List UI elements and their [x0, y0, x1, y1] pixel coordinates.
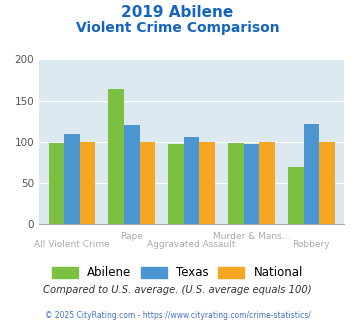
Text: Violent Crime Comparison: Violent Crime Comparison	[76, 21, 279, 35]
Text: Aggravated Assault: Aggravated Assault	[147, 240, 236, 249]
Bar	[228, 143, 244, 224]
Bar	[168, 145, 184, 224]
Text: Compared to U.S. average. (U.S. average equals 100): Compared to U.S. average. (U.S. average …	[43, 285, 312, 295]
Bar	[244, 144, 260, 224]
Bar	[124, 125, 140, 224]
Bar	[260, 142, 275, 224]
Bar	[200, 142, 215, 224]
Bar	[304, 124, 319, 224]
Bar	[64, 134, 80, 224]
Text: All Violent Crime: All Violent Crime	[34, 240, 110, 249]
Bar	[288, 168, 304, 224]
Text: Rape: Rape	[120, 232, 143, 241]
Legend: Abilene, Texas, National: Abilene, Texas, National	[47, 262, 308, 284]
Bar	[80, 142, 95, 224]
Text: © 2025 CityRating.com - https://www.cityrating.com/crime-statistics/: © 2025 CityRating.com - https://www.city…	[45, 311, 310, 320]
Bar	[140, 142, 155, 224]
Bar	[184, 137, 200, 224]
Text: Robbery: Robbery	[293, 240, 330, 249]
Bar	[49, 143, 64, 224]
Bar	[109, 89, 124, 224]
Text: 2019 Abilene: 2019 Abilene	[121, 5, 234, 20]
Text: Murder & Mans...: Murder & Mans...	[213, 232, 290, 241]
Bar	[319, 142, 335, 224]
